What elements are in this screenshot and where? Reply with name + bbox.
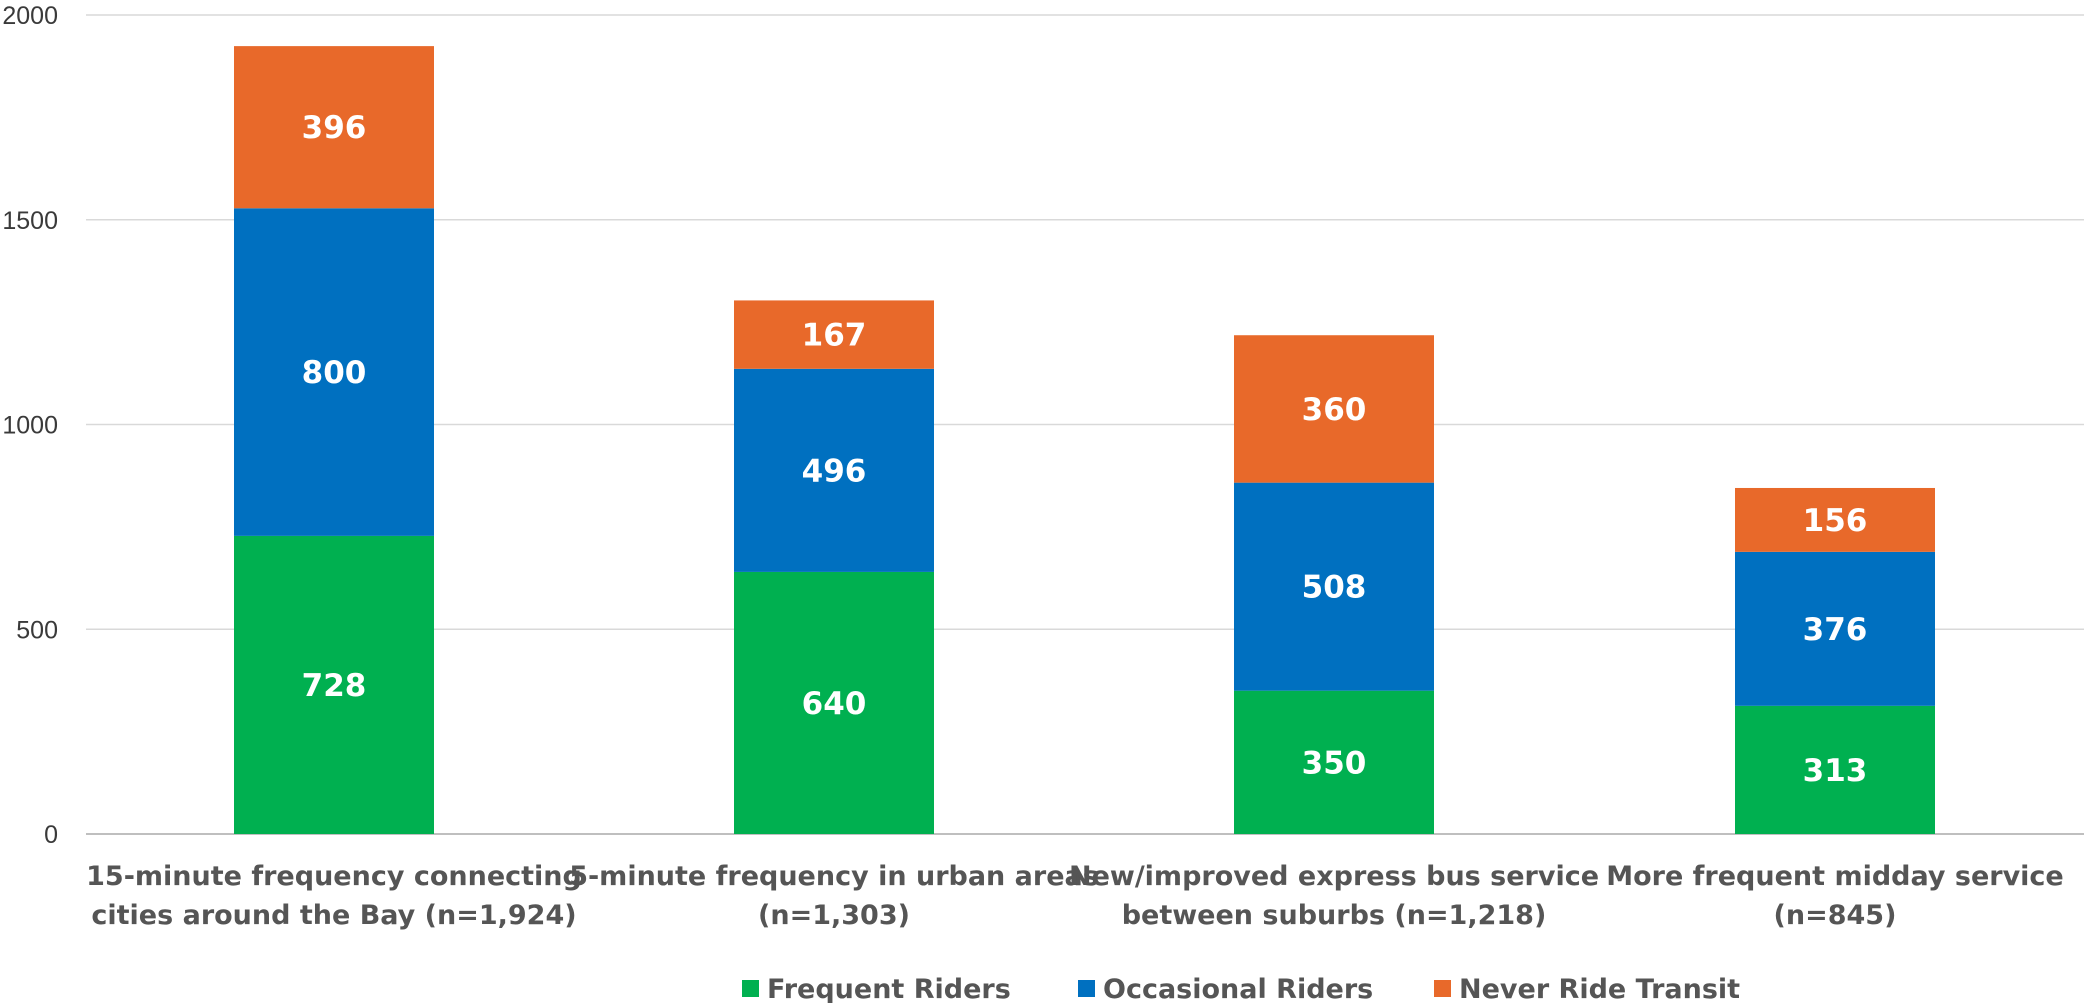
x-category-label: 15-minute frequency connecting [86, 861, 582, 892]
x-category-label: between suburbs (n=1,218) [1122, 900, 1547, 931]
legend-label: Occasional Riders [1103, 974, 1373, 1003]
y-tick-label: 1000 [2, 412, 58, 440]
x-category-label: (n=1,303) [758, 900, 910, 931]
x-category-label: (n=845) [1774, 900, 1897, 931]
data-label: 640 [802, 686, 867, 722]
y-axis-ticks: 0 500 1000 1500 2000 [2, 2, 58, 849]
bars [234, 46, 1935, 834]
data-label: 508 [1302, 570, 1367, 606]
data-label: 396 [302, 110, 367, 146]
legend-label: Frequent Riders [767, 974, 1011, 1003]
bar-segment-never-ride-transit [734, 300, 934, 369]
data-label: 350 [1302, 745, 1367, 781]
data-labels: 728 800 396 640 496 167 350 508 360 313 376 156 [302, 110, 1868, 789]
data-label: 728 [302, 668, 367, 704]
y-tick-label: 500 [16, 616, 58, 644]
bar-segment-occasional-riders [734, 368, 934, 572]
bar-segment-frequent-riders [1234, 690, 1434, 834]
x-category-label: 5-minute frequency in urban areas [569, 861, 1099, 892]
data-label: 167 [802, 318, 867, 354]
bar-segment-occasional-riders [1234, 482, 1434, 691]
legend-swatch [742, 980, 759, 997]
data-label: 800 [302, 355, 367, 391]
bar-segment-frequent-riders [1735, 705, 1935, 834]
legend: Frequent Riders Occasional Riders Never Ri… [742, 974, 1740, 1003]
data-label: 376 [1803, 612, 1868, 648]
legend-swatch [1078, 980, 1095, 997]
y-tick-label: 1500 [2, 207, 58, 235]
legend-label: Never Ride Transit [1459, 974, 1740, 1003]
data-label: 496 [802, 453, 867, 489]
y-tick-label: 0 [44, 821, 58, 849]
bar-segment-frequent-riders [734, 571, 934, 834]
data-label: 156 [1803, 503, 1868, 539]
data-label: 360 [1302, 392, 1367, 428]
bar-segment-never-ride-transit [1735, 487, 1935, 552]
bar-segment-occasional-riders [234, 208, 434, 536]
x-axis-categories: 15-minute frequency connecting cities aro… [86, 861, 2064, 931]
bar-segment-occasional-riders [1735, 551, 1935, 706]
y-tick-label: 2000 [2, 2, 58, 30]
x-category-label: More frequent midday service [1606, 861, 2064, 892]
legend-swatch [1434, 980, 1451, 997]
data-label: 313 [1803, 753, 1868, 789]
bar-segment-never-ride-transit [234, 46, 434, 209]
bar-segment-never-ride-transit [1234, 335, 1434, 483]
x-category-label: New/improved express bus service [1069, 861, 1599, 892]
x-category-label: cities around the Bay (n=1,924) [91, 900, 576, 931]
bar-segment-frequent-riders [234, 535, 434, 834]
